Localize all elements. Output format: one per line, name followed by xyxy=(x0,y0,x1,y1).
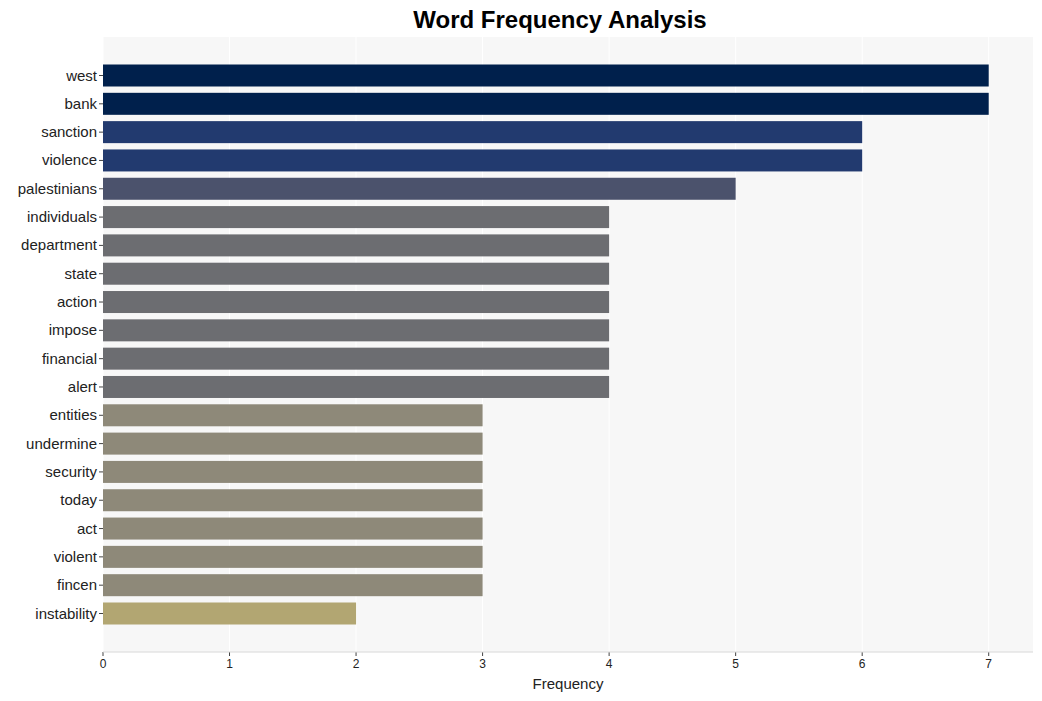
bar xyxy=(103,404,483,426)
category-label: instability xyxy=(35,605,97,622)
tick-label: 3 xyxy=(479,657,486,671)
tick-mark xyxy=(99,613,103,614)
category-label: sanction xyxy=(41,123,97,140)
category-label: alert xyxy=(68,378,98,395)
category-label: security xyxy=(45,463,97,480)
bar xyxy=(103,234,609,256)
category-label: financial xyxy=(42,350,97,367)
tick-mark xyxy=(99,386,103,387)
tick-label: 2 xyxy=(353,657,360,671)
tick-mark xyxy=(99,585,103,586)
tick-mark xyxy=(99,471,103,472)
tick-mark xyxy=(99,302,103,303)
tick-mark xyxy=(356,652,357,656)
category-label: violence xyxy=(42,151,97,168)
plot-background xyxy=(103,37,1033,652)
tick-mark xyxy=(99,500,103,501)
tick-mark xyxy=(99,556,103,557)
tick-mark xyxy=(99,75,103,76)
bar xyxy=(103,461,483,483)
bar xyxy=(103,603,356,625)
bar xyxy=(103,206,609,228)
tick-mark xyxy=(99,330,103,331)
tick-mark xyxy=(99,217,103,218)
tick-label: 5 xyxy=(732,657,739,671)
tick-mark xyxy=(99,245,103,246)
bar xyxy=(103,93,989,115)
tick-mark xyxy=(482,652,483,656)
bar xyxy=(103,518,483,540)
tick-label: 6 xyxy=(859,657,866,671)
tick-mark xyxy=(988,652,989,656)
bar xyxy=(103,489,483,511)
tick-mark xyxy=(99,358,103,359)
tick-label: 0 xyxy=(100,657,107,671)
tick-mark xyxy=(99,443,103,444)
bar xyxy=(103,178,736,200)
bar xyxy=(103,149,862,171)
category-label: act xyxy=(77,520,98,537)
tick-mark xyxy=(99,528,103,529)
tick-mark xyxy=(99,415,103,416)
tick-mark xyxy=(99,160,103,161)
bar xyxy=(103,263,609,285)
category-label: bank xyxy=(64,95,97,112)
bar xyxy=(103,376,609,398)
chart: 0 1 2 3 4 5 6 7 west bank sanction violence palestin… xyxy=(0,0,1042,701)
category-label: state xyxy=(64,265,97,282)
tick-label: 1 xyxy=(226,657,233,671)
tick-mark xyxy=(229,652,230,656)
x-axis-line xyxy=(103,652,1033,653)
bar xyxy=(103,433,483,455)
category-label: individuals xyxy=(27,208,97,225)
bar xyxy=(103,291,609,313)
category-label: action xyxy=(57,293,97,310)
bar xyxy=(103,574,483,596)
bar xyxy=(103,546,483,568)
bar xyxy=(103,348,609,370)
tick-mark xyxy=(99,132,103,133)
tick-mark xyxy=(103,652,104,656)
tick-label: 7 xyxy=(985,657,992,671)
category-label: today xyxy=(60,491,97,508)
x-axis-label: Frequency xyxy=(533,675,604,692)
category-label: undermine xyxy=(26,435,97,452)
bar xyxy=(103,121,862,143)
category-label: entities xyxy=(49,406,97,423)
category-label: violent xyxy=(54,548,98,565)
tick-mark xyxy=(735,652,736,656)
category-label: palestinians xyxy=(18,180,97,197)
category-label: fincen xyxy=(57,576,97,593)
tick-mark xyxy=(99,273,103,274)
bar xyxy=(103,65,989,87)
category-label: west xyxy=(65,67,98,84)
tick-mark xyxy=(99,188,103,189)
category-label: impose xyxy=(49,321,97,338)
tick-label: 4 xyxy=(606,657,613,671)
title: Word Frequency Analysis xyxy=(413,6,706,33)
tick-mark xyxy=(99,103,103,104)
category-label: department xyxy=(21,236,98,253)
bars xyxy=(103,65,989,625)
tick-mark xyxy=(609,652,610,656)
bar xyxy=(103,319,609,341)
grid-line xyxy=(988,37,989,652)
tick-mark xyxy=(862,652,863,656)
